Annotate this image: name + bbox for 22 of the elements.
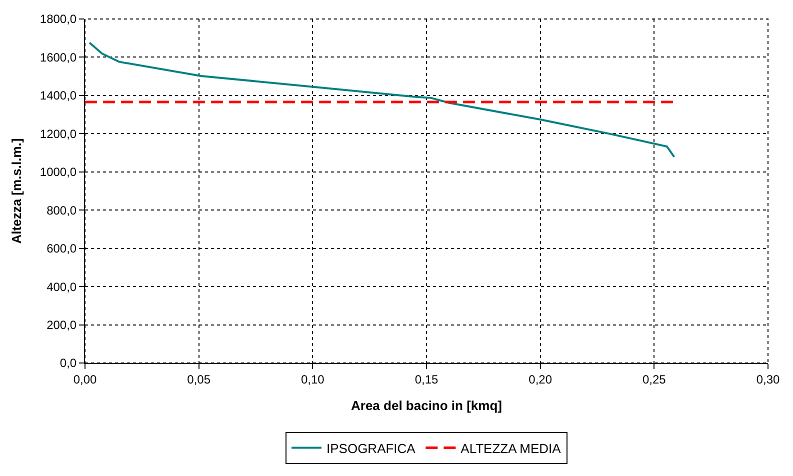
y-tick-label: 400,0 xyxy=(46,280,77,294)
y-tick-label: 1000,0 xyxy=(40,165,77,180)
x-axis-title: Area del bacino in [kmq] xyxy=(351,398,502,413)
x-tick-label: 0,05 xyxy=(187,372,211,386)
legend-label: IPSOGRAFICA xyxy=(326,440,416,456)
x-tick-label: 0,20 xyxy=(528,372,552,386)
y-tick-label: 1200,0 xyxy=(40,126,77,141)
y-tick-label: 600,0 xyxy=(46,242,77,256)
y-tick-label: 1400,0 xyxy=(40,88,77,103)
y-tick-label: 1600,0 xyxy=(40,50,77,64)
x-tick-label: 0,15 xyxy=(414,372,438,386)
legend-label: ALTEZZA MEDIA xyxy=(460,440,562,456)
x-tick-label: 0,00 xyxy=(73,372,97,386)
y-axis-title: Altezza [m.s.l.m.] xyxy=(8,138,24,244)
x-tick-label: 0,30 xyxy=(756,372,780,386)
y-tick-label: 1800,0 xyxy=(40,12,77,26)
y-tick-label: 0,0 xyxy=(60,356,77,370)
y-tick-label: 200,0 xyxy=(46,318,77,332)
line-series xyxy=(88,42,676,158)
x-tick-label: 0,25 xyxy=(642,372,666,386)
y-tick-label: 800,0 xyxy=(46,203,77,218)
x-tick-label: 0,10 xyxy=(300,372,325,386)
